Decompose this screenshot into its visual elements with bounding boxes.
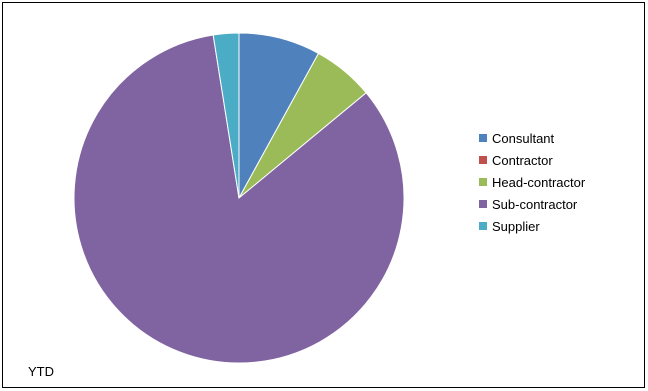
legend-item-contractor: Contractor: [479, 149, 585, 171]
legend-label-head-contractor: Head-contractor: [492, 174, 586, 190]
legend-label-consultant: Consultant: [492, 130, 555, 146]
pie-slice-supplier: [212, 32, 240, 199]
legend: Consultant Contractor Head-contractor Sub-c…: [479, 127, 585, 237]
legend-label-sub-contractor: Sub-contractor: [492, 196, 578, 212]
legend-swatch-head-contractor: [479, 178, 487, 186]
legend-label-supplier: Supplier: [492, 218, 540, 234]
legend-swatch-supplier: [479, 222, 487, 230]
legend-label-contractor: Contractor: [492, 152, 553, 168]
legend-swatch-consultant: [479, 134, 487, 142]
legend-item-consultant: Consultant: [479, 127, 585, 149]
legend-item-sub-contractor: Sub-contractor: [479, 193, 585, 215]
pie-chart: [73, 32, 405, 364]
chart-frame: Consultant Contractor Head-contractor Sub-c…: [2, 2, 645, 388]
legend-swatch-contractor: [479, 156, 487, 164]
legend-item-head-contractor: Head-contractor: [479, 171, 585, 193]
period-label: YTD: [28, 364, 54, 379]
pie-slice-sub-contractor: [73, 34, 405, 364]
legend-item-supplier: Supplier: [479, 215, 585, 237]
legend-swatch-sub-contractor: [479, 200, 487, 208]
